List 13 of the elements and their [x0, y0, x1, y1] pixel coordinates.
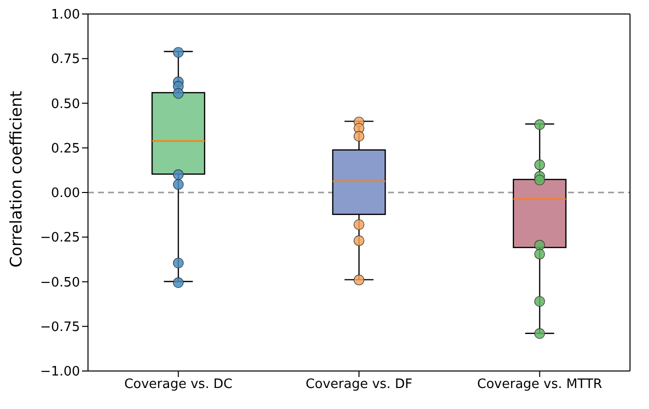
y-tick-label: 0.00 [51, 186, 80, 202]
y-tick-label: 1.00 [51, 8, 80, 23]
y-tick-label: −1.00 [40, 364, 80, 380]
y-tick-label: −0.25 [40, 230, 80, 246]
y-tick-label: 0.75 [51, 52, 80, 68]
x-tick-label: Coverage vs. DC [124, 377, 232, 392]
x-tick-label: Coverage vs. DF [306, 377, 412, 392]
y-tick-label: 0.25 [51, 141, 80, 156]
x-tick-label: Coverage vs. MTTR [477, 377, 602, 392]
y-tick-label: 0.50 [51, 96, 80, 112]
y-tick-label: −0.50 [40, 275, 80, 290]
y-axis-title: Correlation coefficient [6, 90, 26, 268]
y-tick-label: −0.75 [40, 320, 80, 335]
